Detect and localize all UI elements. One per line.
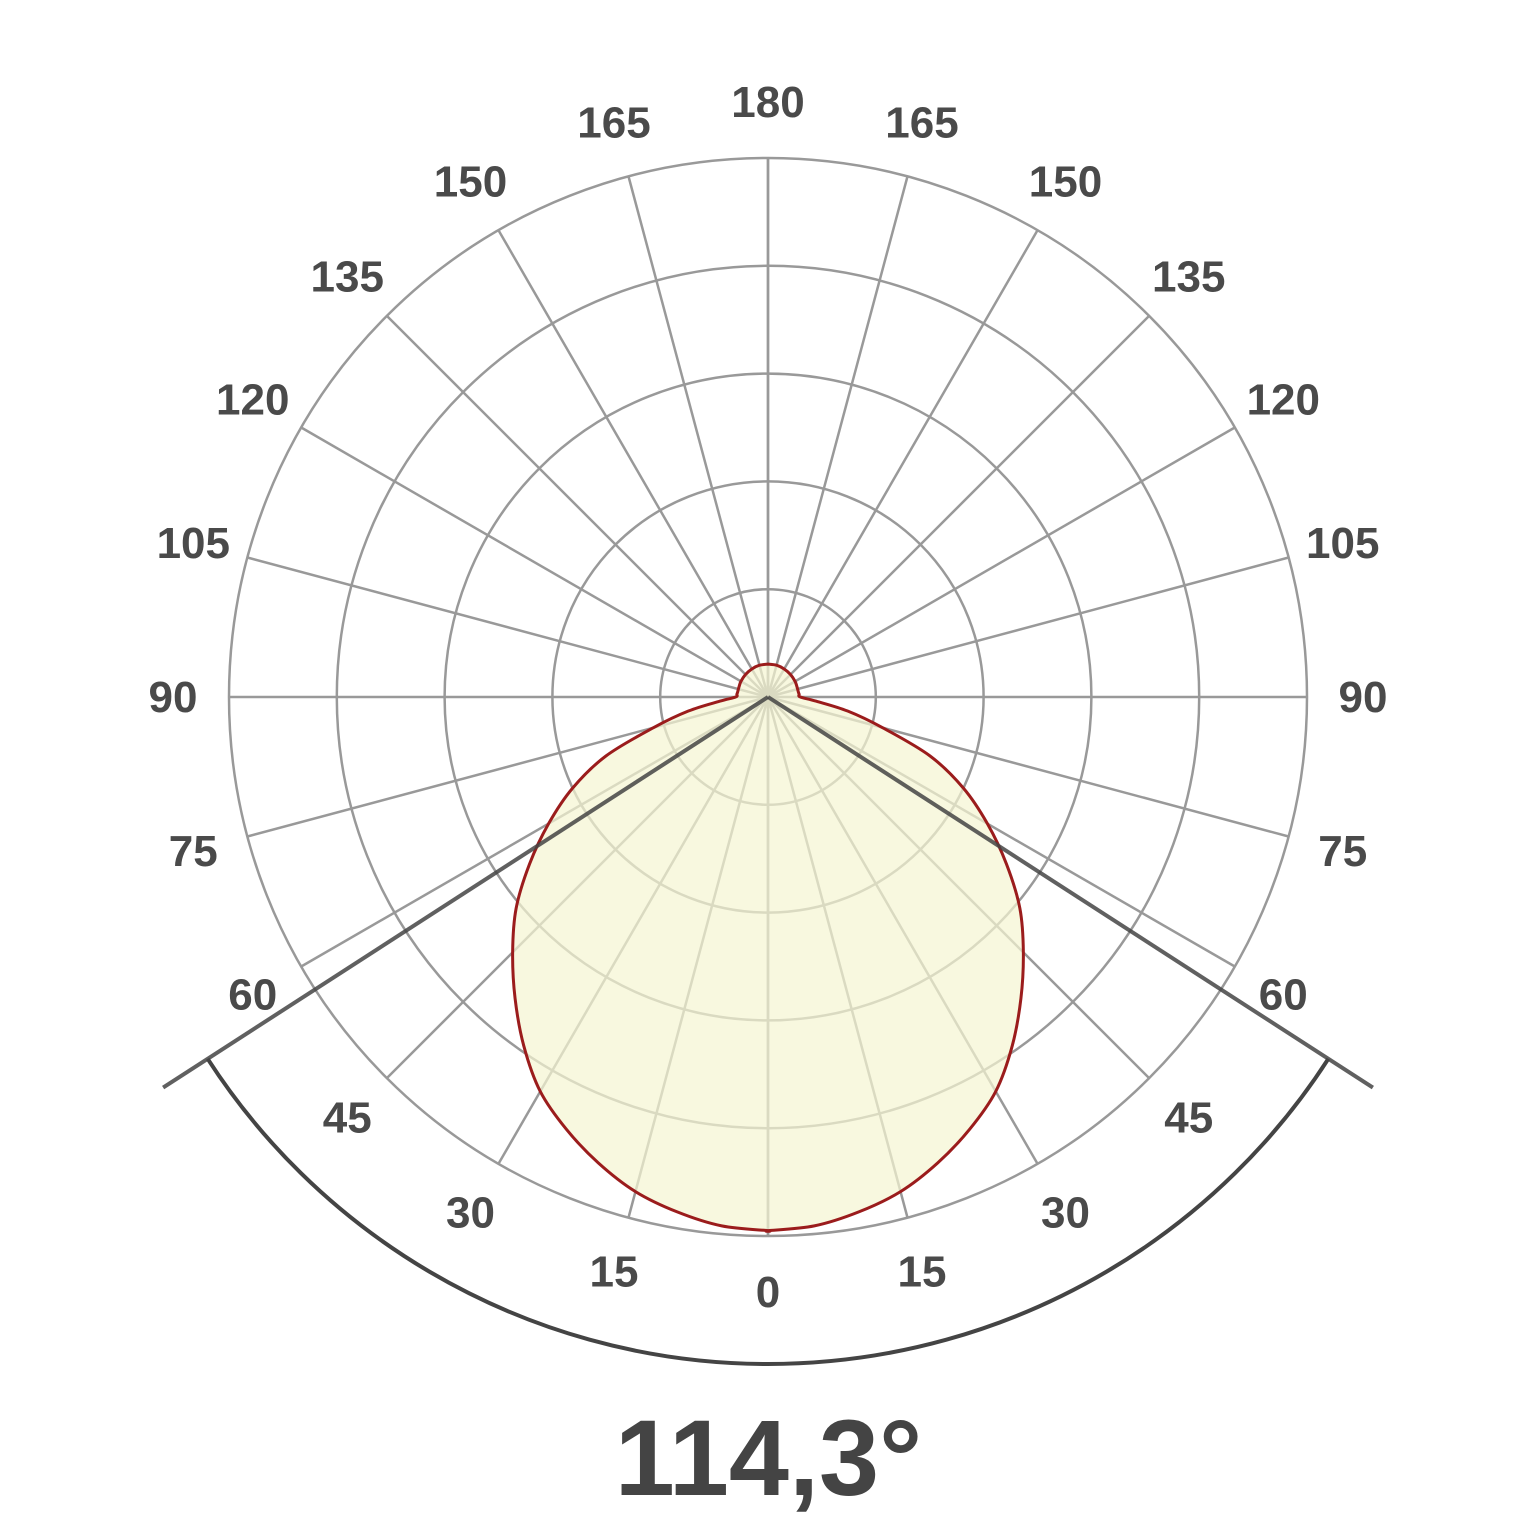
angle-tick-label: 105 xyxy=(1306,519,1379,568)
beam-angle-arc xyxy=(205,1057,1331,1366)
angle-tick-label: 135 xyxy=(1152,252,1225,301)
angle-tick-label: 90 xyxy=(149,673,198,722)
angle-tick-label: 75 xyxy=(169,827,218,876)
angle-tick-label: 90 xyxy=(1339,673,1388,722)
angle-tick-label: 120 xyxy=(1247,376,1320,425)
grid-spoke xyxy=(766,229,1039,698)
angle-tick-label: 120 xyxy=(216,376,289,425)
grid-spoke xyxy=(247,556,769,699)
grid-spoke xyxy=(767,314,1151,698)
angle-tick-label: 45 xyxy=(323,1094,372,1143)
angle-tick-label: 135 xyxy=(311,252,384,301)
angle-tick-label: 165 xyxy=(885,98,958,147)
beam-angle-line xyxy=(766,695,1374,1090)
angle-tick-label: 105 xyxy=(157,519,230,568)
grid-spoke xyxy=(627,176,770,698)
intensity-curve xyxy=(511,662,1025,1233)
angle-tick-label: 30 xyxy=(1041,1188,1090,1237)
grid-spoke xyxy=(766,176,909,698)
beam-angle-line xyxy=(162,695,770,1090)
angle-tick-label: 15 xyxy=(898,1248,947,1297)
grid-spoke xyxy=(300,426,769,699)
angle-tick-label: 15 xyxy=(590,1248,639,1297)
grid-spoke xyxy=(767,556,1289,699)
angle-tick-label: 150 xyxy=(1029,158,1102,207)
grid-spoke xyxy=(767,426,1236,699)
angle-tick-label: 60 xyxy=(1259,971,1308,1020)
grid-spoke xyxy=(497,229,770,698)
angle-tick-label: 150 xyxy=(434,158,507,207)
angle-tick-label: 60 xyxy=(228,971,277,1020)
beam-angle-label: 114,3° xyxy=(614,1397,923,1518)
angle-tick-label: 0 xyxy=(756,1268,780,1317)
grid-spoke xyxy=(385,314,769,698)
angle-tick-label: 180 xyxy=(731,78,804,127)
angle-tick-label: 30 xyxy=(446,1188,495,1237)
angle-tick-label: 45 xyxy=(1164,1094,1213,1143)
angle-tick-label: 165 xyxy=(577,98,650,147)
angle-tick-label: 75 xyxy=(1318,827,1367,876)
